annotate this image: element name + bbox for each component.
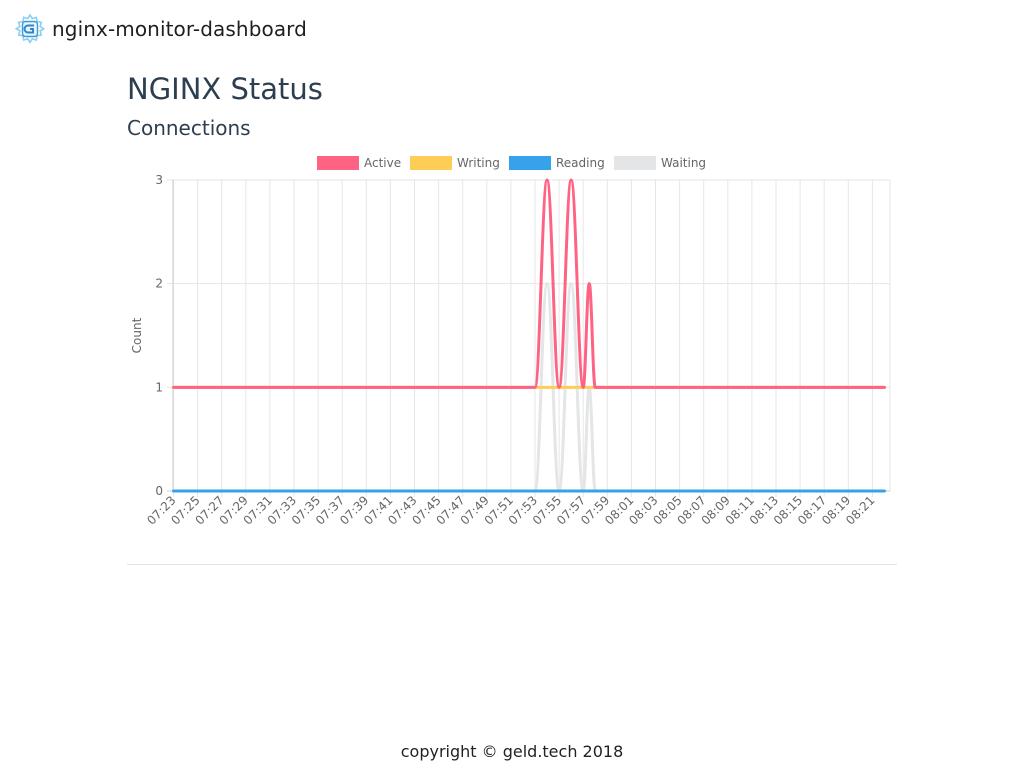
y-axis-title: Count: [130, 317, 144, 353]
page-title: NGINX Status: [127, 72, 323, 106]
y-tick-label: 2: [155, 277, 163, 291]
y-tick-label: 0: [155, 484, 163, 498]
app-header: nginx-monitor-dashboard: [14, 12, 307, 46]
footer-copyright: copyright © geld.tech 2018: [400, 742, 624, 761]
y-tick-label: 3: [155, 173, 163, 187]
connections-chart[interactable]: 0 1 2 3 Count 07:23 07:25 07:27 07:29 07:31 07:33 0…: [0, 0, 1024, 560]
y-tick-label: 1: [155, 380, 163, 394]
legend-swatch-waiting: [614, 156, 656, 170]
chart-svg: 0123Count07:2307:2507:2707:2907:3107:330…: [130, 156, 891, 528]
legend-label-active: Active: [364, 156, 401, 170]
legend-label-writing: Writing: [457, 156, 500, 170]
legend-swatch-writing: [410, 156, 452, 170]
chart-grid: [167, 179, 891, 497]
series-line-active: [172, 178, 886, 389]
legend-label-waiting: Waiting: [661, 156, 706, 170]
gear-g-logo-icon[interactable]: [14, 13, 46, 45]
legend-swatch-reading: [509, 156, 551, 170]
app-title[interactable]: nginx-monitor-dashboard: [52, 17, 307, 41]
section-divider: [127, 564, 897, 565]
legend-swatch-active: [317, 156, 359, 170]
section-title: Connections: [127, 116, 251, 140]
chart-legend: Active Writing Reading Waiting: [317, 156, 706, 170]
legend-label-reading: Reading: [556, 156, 605, 170]
